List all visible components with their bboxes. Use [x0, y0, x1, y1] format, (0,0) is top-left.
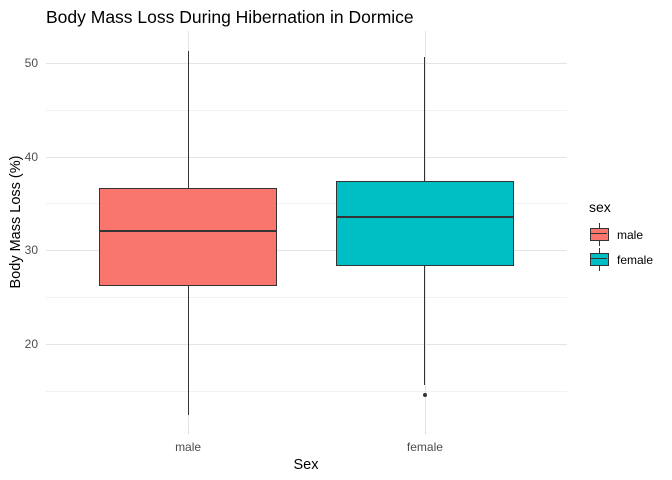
y-minor-gridline [46, 203, 567, 205]
median-line [99, 230, 277, 233]
key-box [590, 253, 609, 266]
y-major-gridline [46, 156, 567, 158]
x-axis-tick [424, 430, 426, 434]
key-median-line [590, 233, 607, 234]
y-minor-gridline [46, 297, 567, 298]
y-tick-label: 40 [24, 149, 38, 164]
box-male [99, 188, 277, 286]
boxplot-key-icon [590, 248, 609, 271]
legend-item-label: male [617, 227, 644, 242]
outlier-point [422, 393, 427, 398]
y-minor-gridline [46, 109, 567, 111]
x-tick-label: female [406, 440, 443, 454]
legend-title: sex [589, 199, 611, 215]
y-axis-title: Body Mass Loss (%) [8, 155, 24, 289]
y-tick-label: 30 [24, 243, 38, 258]
boxplot-key-icon [590, 223, 609, 246]
y-major-gridline [46, 343, 567, 345]
key-box [590, 228, 609, 241]
chart-title: Body Mass Loss During Hibernation in Dor… [46, 7, 414, 27]
legend-item-label: female [617, 252, 654, 267]
legend-item-female: female [588, 248, 653, 271]
legend-item-male: male [588, 223, 653, 246]
y-major-gridline [46, 62, 567, 64]
y-minor-gridline [46, 390, 567, 392]
median-line [336, 216, 514, 219]
x-axis-tick [188, 430, 190, 434]
box-female [336, 180, 514, 267]
plot-panel [46, 31, 567, 430]
y-tick-label: 50 [24, 55, 38, 70]
legend-items: male female [588, 223, 653, 271]
x-axis-title: Sex [293, 457, 319, 473]
key-median-line [590, 258, 607, 259]
y-tick-label: 20 [24, 336, 38, 351]
y-major-gridline [46, 250, 567, 252]
x-tick-label: male [175, 440, 202, 454]
legend: sex male female [588, 199, 653, 271]
